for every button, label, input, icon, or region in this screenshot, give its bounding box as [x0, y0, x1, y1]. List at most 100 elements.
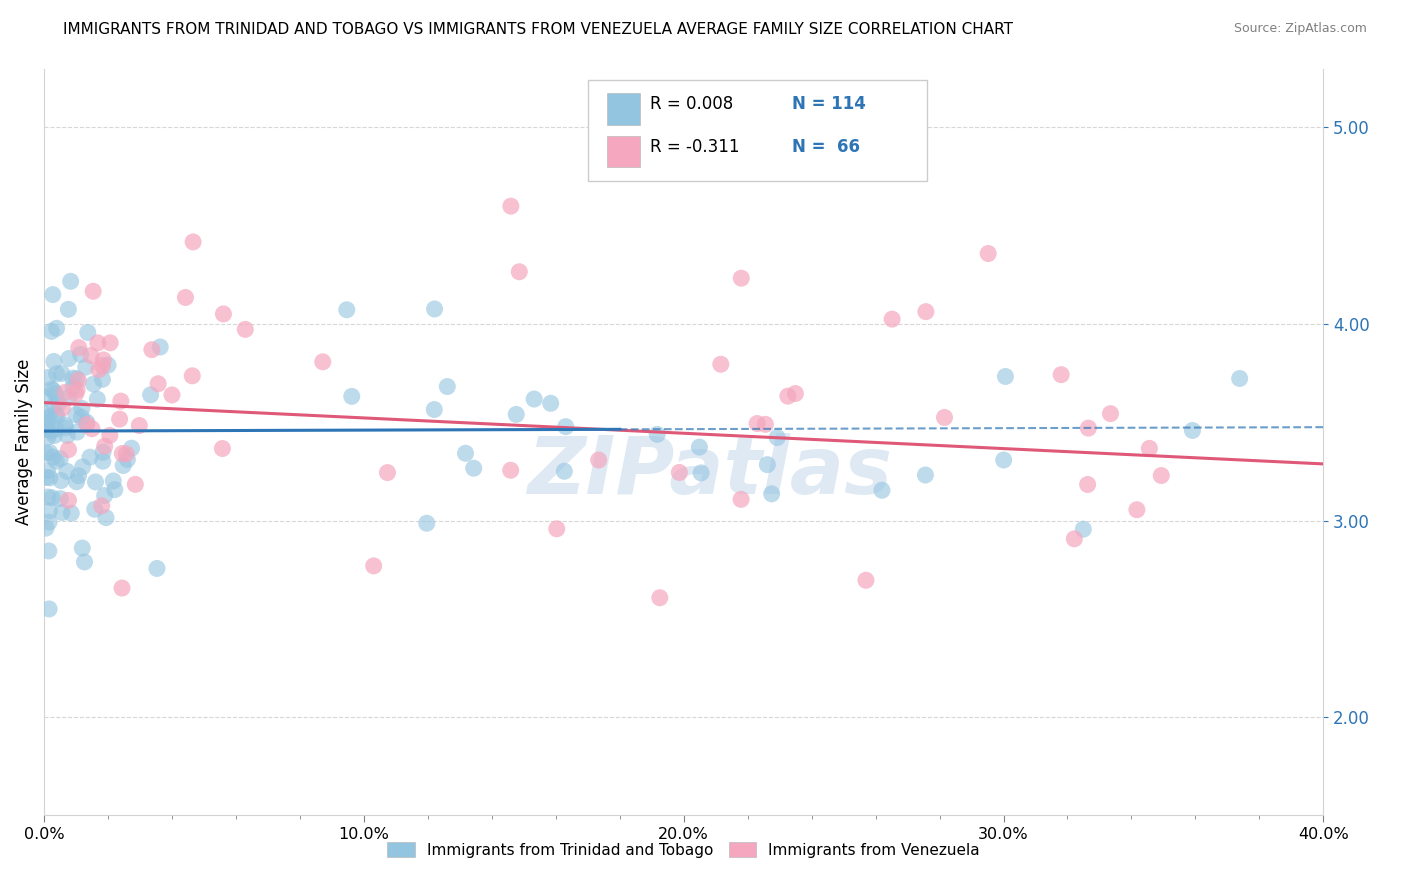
Text: N =  66: N = 66: [793, 138, 860, 156]
Point: [546, 522, 568, 536]
Point: [463, 461, 485, 475]
Point: [648, 591, 671, 605]
Point: [41, 325, 63, 339]
Point: [87, 335, 110, 350]
Point: [72, 541, 94, 555]
Text: IMMIGRANTS FROM TRINIDAD AND TOBAGO VS IMMIGRANTS FROM VENEZUELA AVERAGE FAMILY : IMMIGRANTS FROM TRINIDAD AND TOBAGO VS I…: [63, 22, 1014, 37]
Point: [181, 368, 204, 383]
Point: [37, 464, 59, 478]
Point: [91, 372, 114, 386]
Point: [312, 355, 335, 369]
Point: [340, 389, 363, 403]
Point: [93, 489, 115, 503]
Point: [1126, 502, 1149, 516]
Point: [934, 410, 956, 425]
Point: [38, 409, 60, 424]
Point: [72, 459, 94, 474]
Point: [34, 422, 56, 436]
Bar: [607, 136, 640, 168]
Point: [499, 199, 522, 213]
Point: [645, 427, 668, 442]
Point: [416, 516, 439, 531]
Point: [499, 463, 522, 477]
Point: [39, 424, 62, 438]
Point: [588, 453, 610, 467]
Point: [91, 454, 114, 468]
Point: [65, 408, 87, 422]
Point: [124, 477, 146, 491]
Point: [42, 287, 65, 301]
Point: [51, 506, 73, 520]
Point: [34, 391, 56, 405]
Point: [35, 521, 58, 535]
Point: [37, 430, 59, 444]
Point: [1050, 368, 1073, 382]
Point: [1077, 421, 1099, 435]
Point: [1181, 424, 1204, 438]
Point: [146, 561, 169, 575]
Point: [785, 386, 807, 401]
Point: [149, 340, 172, 354]
Point: [49, 474, 72, 488]
Text: ZIPatlas: ZIPatlas: [527, 433, 891, 511]
Point: [108, 412, 131, 426]
Point: [761, 487, 783, 501]
Point: [38, 471, 60, 485]
Point: [46, 409, 69, 424]
Point: [1229, 371, 1251, 385]
Point: [915, 304, 938, 318]
Point: [58, 351, 80, 366]
Point: [146, 376, 169, 391]
Point: [55, 421, 77, 435]
Point: [97, 358, 120, 372]
Point: [49, 451, 72, 466]
Point: [993, 453, 1015, 467]
Point: [91, 359, 114, 373]
Point: [98, 428, 121, 442]
Point: [553, 464, 575, 478]
Point: [766, 431, 789, 445]
Point: [710, 357, 733, 371]
Point: [977, 246, 1000, 260]
Point: [103, 474, 125, 488]
Point: [38, 445, 60, 459]
Point: [233, 322, 256, 336]
Point: [38, 504, 60, 518]
Point: [38, 544, 60, 558]
Point: [882, 312, 904, 326]
Point: [1063, 532, 1085, 546]
Point: [454, 446, 477, 460]
Point: [42, 384, 65, 398]
Point: [67, 341, 90, 355]
Point: [523, 392, 546, 406]
Point: [37, 370, 59, 384]
Point: [56, 464, 79, 478]
Point: [855, 574, 877, 588]
Point: [83, 377, 105, 392]
Point: [91, 445, 114, 459]
Point: [141, 343, 163, 357]
Point: [87, 362, 110, 376]
Point: [62, 371, 84, 385]
Point: [51, 401, 73, 416]
Point: [994, 369, 1017, 384]
Legend: Immigrants from Trinidad and Tobago, Immigrants from Venezuela: Immigrants from Trinidad and Tobago, Imm…: [381, 836, 986, 863]
Point: [65, 475, 87, 489]
Point: [58, 493, 80, 508]
Point: [51, 367, 73, 381]
Point: [37, 422, 59, 436]
Point: [870, 483, 893, 498]
Point: [554, 419, 576, 434]
Point: [121, 441, 143, 455]
Point: [98, 335, 121, 350]
Point: [58, 391, 80, 405]
Point: [41, 382, 63, 396]
Point: [181, 235, 204, 249]
Point: [58, 302, 80, 317]
Point: [34, 406, 56, 420]
Point: [67, 468, 90, 483]
Point: [75, 360, 97, 375]
Point: [1150, 468, 1173, 483]
Point: [914, 468, 936, 483]
Point: [44, 428, 66, 442]
